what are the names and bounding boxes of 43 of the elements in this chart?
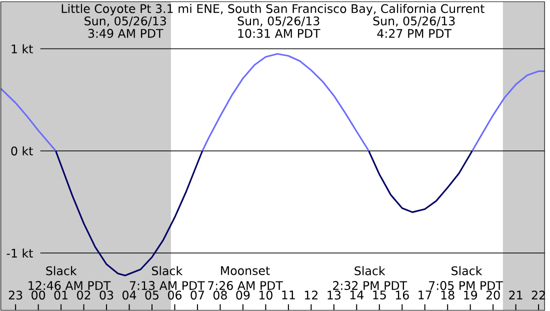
annotation: Slack [354, 266, 386, 276]
x-tick-label: 19 [464, 290, 478, 300]
x-tick-label: 16 [396, 290, 409, 300]
x-tick-label: 06 [168, 290, 182, 300]
x-tick-label: 17 [418, 290, 432, 300]
y-tick-label: -1 kt [6, 248, 33, 258]
annotation: 4:27 PM PDT [377, 29, 452, 38]
annotation: 12:46 AM PDT [28, 281, 111, 290]
annotation: 3:49 AM PDT [88, 29, 164, 38]
x-tick-label: 07 [190, 290, 204, 300]
x-tick-label: 18 [441, 290, 454, 300]
annotation: Slack [152, 266, 183, 276]
annotation: 7:05 PM PDT [429, 281, 503, 290]
x-tick-label: 23 [8, 290, 22, 300]
x-tick-label: 15 [373, 290, 386, 300]
annotation: 10:31 AM PDT [238, 29, 320, 38]
annotation: Slack [452, 266, 482, 276]
annotation: Moonset [221, 266, 270, 276]
y-tick-label: 0 kt [11, 146, 33, 156]
annotation: 2:32 PM PDT [333, 281, 408, 290]
annotation: Slack [46, 266, 77, 276]
y-tick-label: 1 kt [12, 44, 33, 54]
x-tick-label: 10 [259, 290, 272, 300]
annotation: 7:26 AM PDT [208, 281, 283, 290]
x-tick-label: 05 [145, 290, 158, 300]
x-tick-label: 14 [350, 290, 364, 300]
x-tick-label: 20 [486, 290, 500, 300]
x-tick-label: 13 [328, 290, 340, 300]
annotation: 7:13 AM PDT [130, 281, 205, 290]
x-tick-label: 08 [213, 290, 227, 300]
x-tick-label: 02 [77, 290, 90, 300]
x-tick-label: 11 [282, 290, 295, 300]
x-tick-label: 12 [304, 290, 318, 300]
x-tick-label: 00 [32, 290, 46, 300]
annotation: Sun, 05/26/13 [238, 16, 320, 27]
annotation: Sun, 05/26/13 [373, 16, 455, 27]
annotation: Sun, 05/26/13 [84, 16, 166, 27]
chart-title: Little Coyote Pt 3.1 mi ENE, South San Francisco Bay, California Current [62, 4, 484, 16]
x-tick-label: 21 [509, 290, 522, 300]
x-tick-label: 04 [122, 290, 136, 300]
x-tick-label: 01 [54, 290, 68, 300]
x-tick-label: 09 [236, 290, 250, 300]
x-tick-label: 03 [100, 290, 114, 300]
